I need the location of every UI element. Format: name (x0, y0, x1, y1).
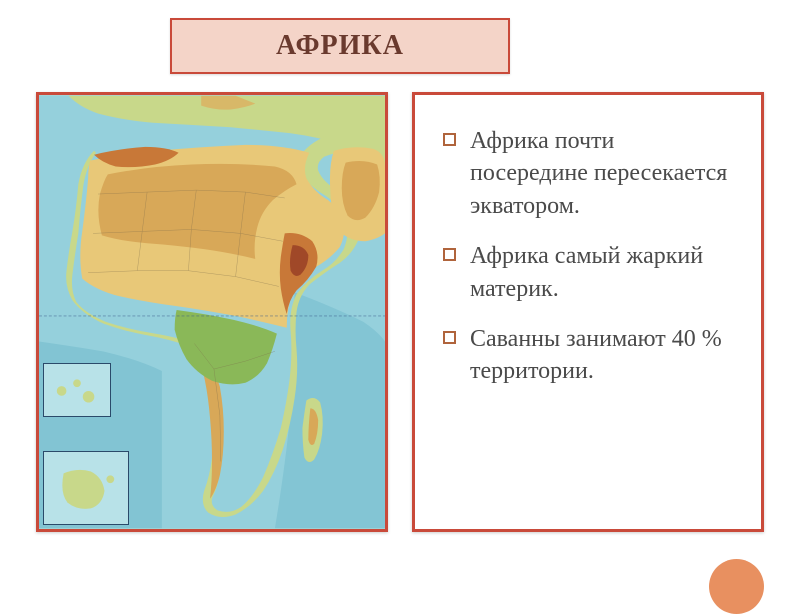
africa-map (39, 95, 385, 529)
title-banner: АФРИКА (170, 18, 510, 74)
list-item: Африка почти посередине пересекается экв… (443, 125, 737, 222)
square-bullet-icon (443, 133, 456, 146)
slide: АФРИКА (0, 0, 800, 600)
list-item: Саванны занимают 40 % территории. (443, 323, 737, 388)
decoration-circle (709, 559, 764, 614)
bullet-text: Африка самый жаркий материк. (470, 240, 737, 305)
bullet-list: Африка почти посередине пересекается экв… (443, 125, 737, 388)
bullet-text: Африка почти посередине пересекается экв… (470, 125, 737, 222)
slide-title: АФРИКА (276, 30, 404, 62)
map-inset-2 (43, 451, 129, 525)
list-item: Африка самый жаркий материк. (443, 240, 737, 305)
bullet-text: Саванны занимают 40 % территории. (470, 323, 737, 388)
map-inset-1 (43, 363, 111, 417)
square-bullet-icon (443, 248, 456, 261)
map-frame (36, 92, 388, 532)
text-panel: Африка почти посередине пересекается экв… (412, 92, 764, 532)
square-bullet-icon (443, 331, 456, 344)
